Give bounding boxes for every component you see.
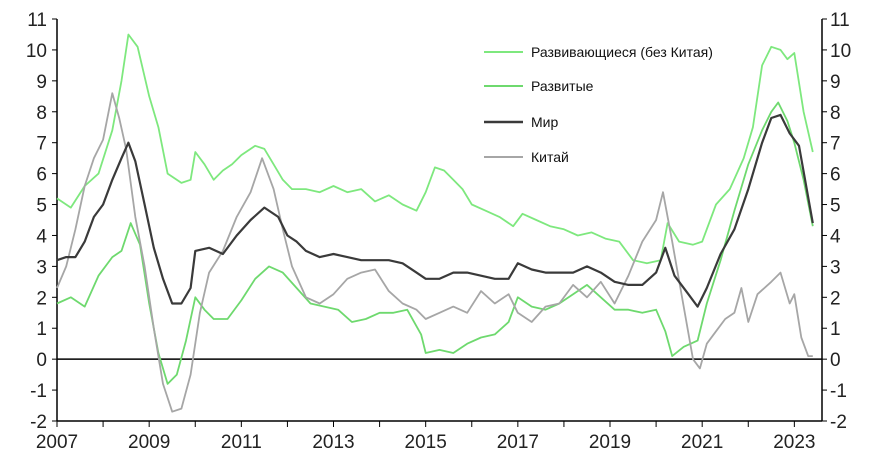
y-tick-label-left: 8 bbox=[36, 103, 47, 124]
y-tick-label-right: 8 bbox=[830, 103, 841, 124]
y-tick-label-left: 4 bbox=[36, 226, 47, 247]
y-tick-label-left: 9 bbox=[36, 72, 47, 93]
series-line-0 bbox=[56, 33, 814, 265]
series-line-1 bbox=[56, 101, 814, 385]
y-tick-label-right: 1 bbox=[830, 319, 841, 340]
y-tick-label-left: 0 bbox=[36, 350, 47, 371]
y-tick-label-left: 1 bbox=[36, 319, 47, 340]
x-tick-label: 2021 bbox=[681, 432, 723, 453]
y-tick-label-left: 3 bbox=[36, 257, 47, 278]
legend-label: Мир bbox=[531, 114, 558, 130]
x-tick-label: 2023 bbox=[773, 432, 815, 453]
y-tick-label-left: -2 bbox=[30, 412, 47, 433]
x-axis: 2007 2009 2011 2013 2015 2017 2019 2021 2023 bbox=[36, 358, 822, 453]
y-tick-label-right: 3 bbox=[830, 257, 841, 278]
y-tick-label-right: 4 bbox=[830, 226, 841, 247]
y-axis-left: -2 -1 0 1 2 3 4 5 6 7 8 9 10 11 bbox=[26, 10, 58, 433]
x-tick-label: 2013 bbox=[312, 432, 354, 453]
y-tick-label-right: 6 bbox=[830, 165, 841, 186]
x-tick-label: 2017 bbox=[497, 432, 539, 453]
y-tick-label-right: 11 bbox=[830, 10, 850, 31]
x-tick-label: 2009 bbox=[128, 432, 170, 453]
y-tick-label-right: -1 bbox=[830, 381, 847, 402]
y-tick-label-left: 11 bbox=[27, 10, 47, 31]
legend-label: Развитые bbox=[531, 78, 594, 94]
y-tick-label-left: 5 bbox=[36, 196, 47, 217]
x-tick-label: 2019 bbox=[589, 432, 631, 453]
legend: Развивающиеся (без Китая) Развитые Мир Кита… bbox=[484, 44, 713, 165]
y-tick-label-right: 2 bbox=[830, 288, 841, 309]
legend-label: Китай bbox=[531, 149, 569, 165]
y-tick-label-right: 0 bbox=[830, 350, 841, 371]
y-tick-label-right: 7 bbox=[830, 134, 841, 155]
y-tick-label-left: -1 bbox=[30, 381, 47, 402]
legend-label: Развивающиеся (без Китая) bbox=[531, 44, 713, 60]
y-axis-right: -2 -1 0 1 2 3 4 5 6 7 8 9 10 11 bbox=[821, 10, 851, 433]
y-tick-label-right: 5 bbox=[830, 196, 841, 217]
y-tick-label-left: 6 bbox=[36, 165, 47, 186]
y-tick-label-right: -2 bbox=[830, 412, 847, 433]
series-line-3 bbox=[56, 92, 813, 413]
x-tick-label: 2015 bbox=[405, 432, 447, 453]
y-tick-label-right: 10 bbox=[830, 41, 851, 62]
x-tick-label: 2007 bbox=[36, 432, 78, 453]
y-tick-label-left: 10 bbox=[26, 41, 47, 62]
x-tick-label: 2011 bbox=[221, 432, 262, 453]
y-tick-label-left: 2 bbox=[36, 288, 47, 309]
y-tick-label-right: 9 bbox=[830, 72, 841, 93]
series-line-2 bbox=[56, 113, 814, 308]
series-lines bbox=[56, 33, 814, 413]
y-tick-label-left: 7 bbox=[36, 134, 47, 155]
